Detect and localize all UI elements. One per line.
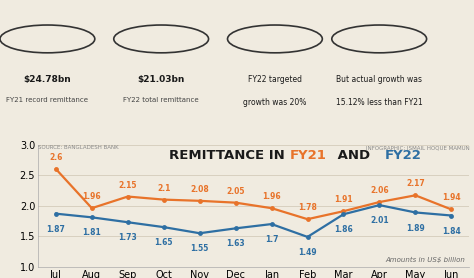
Text: REMITTANCE IN: REMITTANCE IN [169, 149, 290, 162]
Text: 1.81: 1.81 [82, 229, 101, 237]
Text: AND: AND [333, 149, 374, 162]
Text: $24.78bn: $24.78bn [24, 75, 71, 84]
Text: 1.86: 1.86 [334, 225, 353, 234]
Text: FY21: FY21 [290, 149, 327, 162]
Text: Amounts in US$ billion: Amounts in US$ billion [386, 257, 465, 263]
Text: 2.1: 2.1 [157, 184, 171, 193]
Text: But actual growth was: But actual growth was [336, 75, 422, 84]
Text: 2.17: 2.17 [406, 179, 425, 188]
Text: 1.55: 1.55 [191, 244, 209, 253]
Text: 1.87: 1.87 [46, 225, 65, 234]
Text: 2.06: 2.06 [370, 186, 389, 195]
Text: 1.78: 1.78 [298, 203, 317, 212]
Text: 1.84: 1.84 [442, 227, 461, 236]
Text: FY22 targeted: FY22 targeted [248, 75, 302, 84]
Text: 1.89: 1.89 [406, 224, 425, 233]
Text: 1.94: 1.94 [442, 193, 461, 202]
Text: 1.7: 1.7 [265, 235, 278, 244]
Text: 2.05: 2.05 [227, 187, 245, 196]
Text: SOURCE: BANGLADESH BANK: SOURCE: BANGLADESH BANK [38, 145, 118, 150]
Text: 2.08: 2.08 [190, 185, 209, 194]
Text: 1.91: 1.91 [334, 195, 353, 204]
Text: 1.65: 1.65 [155, 238, 173, 247]
Text: 1.96: 1.96 [82, 192, 101, 201]
Text: 2.01: 2.01 [370, 216, 389, 225]
Text: 1.63: 1.63 [226, 239, 245, 249]
Text: 2.6: 2.6 [49, 153, 63, 162]
Text: FY22: FY22 [385, 149, 422, 162]
Text: INFOGRAPHIC: ISMAIL HOQUE MAMUN: INFOGRAPHIC: ISMAIL HOQUE MAMUN [365, 145, 469, 150]
Text: growth was 20%: growth was 20% [243, 98, 307, 107]
Text: FY22 total remittance: FY22 total remittance [123, 97, 199, 103]
Text: FY21 record remittance: FY21 record remittance [7, 97, 88, 103]
Text: 1.96: 1.96 [262, 192, 281, 201]
Text: 2.15: 2.15 [118, 181, 137, 190]
Text: 1.73: 1.73 [118, 233, 137, 242]
Text: $21.03bn: $21.03bn [137, 75, 185, 84]
Text: 15.12% less than FY21: 15.12% less than FY21 [336, 98, 423, 107]
Text: 1.49: 1.49 [298, 248, 317, 257]
